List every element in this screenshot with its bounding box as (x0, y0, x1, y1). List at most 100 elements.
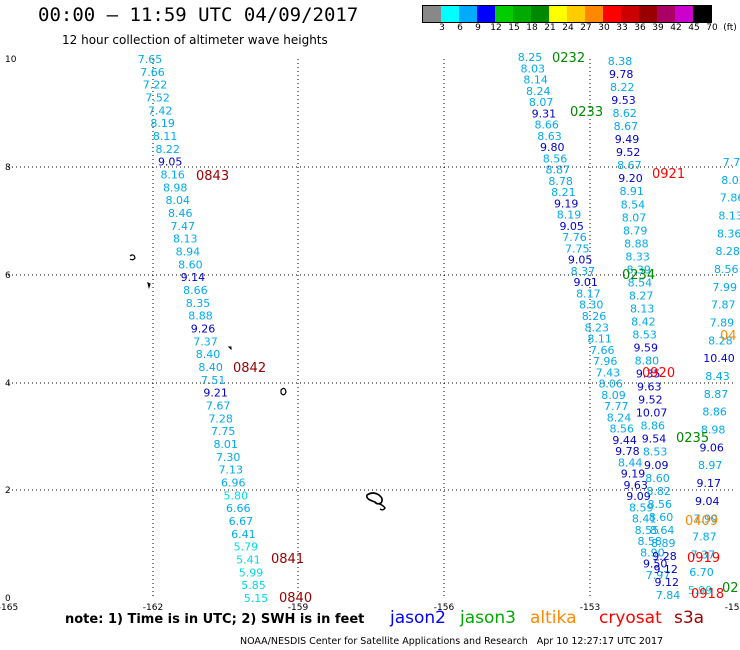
wave-height-value: 9.04 (695, 495, 720, 508)
legend-swatch (675, 6, 693, 22)
wave-height-value: 8.56 (610, 423, 635, 436)
wave-height-value: 7.87 (692, 531, 717, 544)
wave-height-value: 8.64 (650, 524, 675, 537)
wave-height-value: 8.39 (626, 263, 651, 276)
wave-height-value: 8.22 (610, 81, 635, 94)
legend-swatch (513, 6, 531, 22)
wave-height-value: 5.85 (241, 579, 266, 592)
wave-height-value: 9.09 (626, 490, 651, 503)
pass-time-label: 0919 (687, 551, 720, 566)
wave-height-value: 8.55 (635, 524, 660, 537)
wave-height-value: 9.63 (637, 381, 662, 394)
wave-height-value: 8.23 (585, 321, 610, 334)
legend-swatch (657, 6, 675, 22)
pass-time-label: 0233 (570, 105, 603, 120)
wave-height-value: 9.28 (652, 550, 677, 563)
footer-credit: NOAA/NESDIS Center for Satellite Applica… (240, 636, 664, 647)
wave-height-value: 7.47 (171, 220, 196, 233)
wave-height-value: 8.62 (612, 107, 637, 120)
wave-height-value: 7.22 (143, 79, 168, 92)
wave-height-value: 8.21 (551, 186, 576, 199)
wave-height-value: 7.37 (691, 548, 716, 561)
footer-note: note: 1) Time is in UTC; 2) SWH is in fe… (65, 612, 365, 627)
satellite-name: jason3 (460, 608, 516, 628)
legend-label: 36 (634, 23, 646, 33)
wave-height-value: 9.12 (655, 576, 680, 589)
legend-label: 24 (562, 23, 574, 33)
legend-label: 12 (490, 23, 502, 33)
islands (129, 254, 386, 511)
wave-height-value: 9.59 (634, 342, 659, 355)
wave-height-value: 9.12 (653, 563, 678, 576)
wave-height-value: 8.40 (196, 348, 221, 361)
wave-height-value: 8.03 (521, 62, 546, 75)
wave-height-value: 8.28 (715, 245, 740, 258)
wave-height-value: 8.80 (635, 355, 660, 368)
wave-height-value: 8.90 (640, 547, 665, 560)
wave-height-value: 6.66 (226, 502, 251, 515)
wave-height-value: 8.01 (213, 438, 238, 451)
legend-label: 39 (652, 23, 664, 33)
wave-height-value: 9.26 (191, 323, 216, 336)
wave-height-value: 8.38 (608, 55, 633, 68)
wave-height-value: 8.66 (183, 284, 208, 297)
wave-height-value: 5.15 (244, 592, 269, 605)
wave-height-value: 8.98 (163, 181, 188, 194)
island-shape (378, 503, 386, 511)
pass-time-label: 0843 (196, 169, 229, 184)
y-tick-label: 4 (5, 379, 11, 389)
wave-height-value: 6.67 (229, 515, 254, 528)
wave-height-value: 8.53 (643, 446, 668, 459)
wave-height-value: 8.26 (582, 310, 607, 323)
wave-height-value: 8.82 (646, 485, 671, 498)
wave-height-value: 8.56 (648, 498, 673, 511)
wave-height-value: 8.54 (621, 198, 646, 211)
wave-height-value: 8.11 (153, 130, 178, 143)
pass-time-label: 0409 (685, 514, 718, 529)
color-scale-labels: 3 6 9 12 15 18 21 24 27 30 33 36 39 42 45 70 (ft) (422, 23, 740, 35)
y-tick-label: 10 (5, 55, 17, 65)
wave-height-value: 7.51 (201, 374, 226, 387)
x-tick-label: -153 (580, 603, 600, 610)
wave-height-value: 5.79 (234, 541, 259, 554)
wave-height-value: 8.07 (622, 211, 647, 224)
wave-height-value: 8.86 (641, 420, 666, 433)
wave-height-value: 9.35 (636, 368, 661, 381)
legend-label: 33 (616, 23, 628, 33)
y-tick-label: 6 (5, 271, 11, 281)
wave-height-value: 9.17 (697, 477, 722, 490)
pass-time-label: 0232 (552, 51, 585, 66)
wave-height-value: 7.96 (593, 355, 618, 368)
wave-height-value: 8.44 (618, 456, 643, 469)
island-shape (227, 346, 232, 351)
satellite-name: jason2 (390, 608, 446, 628)
legend-swatch (531, 6, 549, 22)
wave-height-value: 7.75 (211, 425, 236, 438)
wave-height-value: 8.13 (173, 233, 198, 246)
y-tick-label: 2 (5, 486, 11, 496)
wave-height-value: 9.44 (612, 434, 637, 447)
wave-height-value: 9.31 (532, 107, 557, 120)
wave-height-value: 7.76 (562, 231, 587, 244)
wave-height-value: 5.80 (224, 489, 249, 502)
wave-height-value: 8.79 (623, 224, 648, 237)
wave-height-value: 8.66 (534, 119, 559, 132)
wave-height-value: 9.49 (615, 133, 640, 146)
legend-label: 21 (544, 23, 556, 33)
wave-height-value: 8.13 (718, 210, 740, 223)
wave-height-value: 8.87 (704, 388, 729, 401)
legend-swatch (585, 6, 603, 22)
wave-height-value: 9.19 (621, 468, 646, 481)
wave-height-value: 7.77 (604, 400, 629, 413)
wave-height-value: 8.88 (624, 237, 649, 250)
wave-height-value: 8.56 (543, 152, 568, 165)
wave-height-value: 8.97 (698, 459, 723, 472)
wave-height-value: 8.42 (631, 316, 656, 329)
pass-time-label: 04 (720, 329, 737, 344)
legend-swatch (477, 6, 495, 22)
wave-height-value: 8.53 (632, 329, 657, 342)
wave-height-value: 8.16 (160, 169, 185, 182)
legend-label: 15 (508, 23, 520, 33)
wave-height-value: 8.60 (178, 258, 203, 271)
legend-label: 18 (526, 23, 538, 33)
